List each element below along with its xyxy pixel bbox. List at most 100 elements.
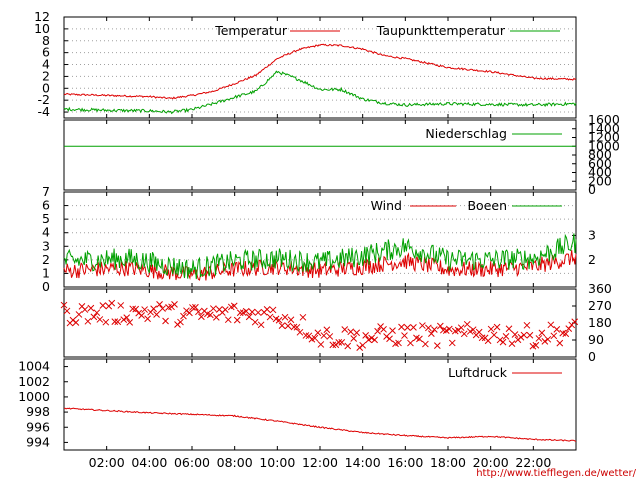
- wind-direction-marker: [195, 308, 202, 316]
- wind-direction-marker: [156, 301, 163, 308]
- wind-direction-marker: [254, 309, 262, 316]
- wind-direction-marker: [236, 309, 244, 317]
- wind-direction-marker: [245, 313, 253, 321]
- wind-direction-marker: [299, 313, 307, 321]
- x-tick-label: 16:00: [387, 455, 423, 470]
- series-line-taupunkttemperatur: [63, 70, 577, 115]
- y-tick-label: 6: [42, 45, 50, 60]
- wind-direction-marker: [422, 340, 429, 348]
- series-line-boeen: [63, 233, 577, 280]
- y-tick-label-right: 600: [588, 156, 612, 171]
- wind-direction-marker: [284, 322, 292, 330]
- y-tick-label-right: 0: [588, 349, 596, 364]
- wind-direction-marker: [189, 304, 196, 311]
- wind-direction-marker: [550, 332, 558, 340]
- wind-direction-marker: [323, 326, 331, 334]
- wind-direction-marker: [499, 338, 507, 346]
- wind-direction-marker: [192, 303, 199, 311]
- wind-direction-marker: [362, 332, 370, 339]
- y-tick-label: 1000: [18, 389, 50, 404]
- wind-direction-marker: [493, 323, 501, 331]
- y-tick-label: 1: [42, 265, 50, 280]
- legend-label: Temperatur: [214, 23, 288, 38]
- wind-direction-marker: [508, 340, 516, 347]
- y-tick-label: 1002: [18, 374, 50, 389]
- series-line-temperatur: [63, 43, 577, 100]
- wind-direction-marker: [428, 330, 435, 337]
- wind-direction-marker: [532, 341, 540, 349]
- wind-direction-marker: [81, 306, 89, 313]
- wind-direction-marker: [132, 305, 140, 313]
- wind-direction-marker: [242, 307, 250, 315]
- wind-direction-marker: [120, 316, 128, 324]
- y-tick-label-right: 0: [588, 182, 596, 197]
- y-tick-label-right: 90: [588, 332, 604, 347]
- wind-direction-marker: [419, 322, 426, 329]
- wind-direction-marker: [290, 323, 298, 331]
- y-tick-label-right: 1000: [588, 138, 620, 153]
- wind-direction-marker: [171, 300, 178, 308]
- y-tick-label-right: 1400: [588, 121, 620, 136]
- y-tick-label-right: 270: [588, 298, 612, 313]
- wind-direction-marker: [436, 322, 444, 330]
- wind-direction-marker: [281, 313, 289, 321]
- panel-winddir: 0 90 180 270 360: [60, 281, 612, 364]
- wind-direction-marker: [248, 308, 256, 316]
- wind-direction-marker: [475, 328, 483, 336]
- wind-direction-marker: [123, 314, 131, 321]
- wind-direction-marker: [63, 307, 71, 315]
- wind-direction-marker: [553, 325, 561, 333]
- wind-direction-marker: [344, 342, 352, 350]
- wind-direction-marker: [466, 328, 474, 335]
- wind-direction-marker: [278, 322, 286, 329]
- wind-direction-marker: [206, 311, 214, 319]
- wind-direction-marker: [75, 311, 83, 318]
- wind-direction-marker: [141, 306, 148, 313]
- wind-direction-marker: [335, 339, 343, 346]
- wind-direction-marker: [183, 307, 190, 315]
- wind-direction-marker: [404, 324, 411, 332]
- wind-direction-marker: [90, 313, 98, 321]
- y-tick-label: 8: [42, 33, 50, 48]
- wind-direction-marker: [111, 318, 119, 326]
- wind-direction-marker: [153, 311, 160, 318]
- wind-direction-marker: [433, 342, 441, 349]
- wind-direction-marker: [541, 337, 549, 345]
- wind-direction-marker: [478, 334, 486, 342]
- wind-direction-marker: [463, 320, 471, 328]
- wind-direction-marker: [296, 328, 304, 336]
- wind-direction-marker: [380, 325, 387, 333]
- wind-direction-marker: [484, 337, 492, 345]
- wind-direction-marker: [251, 318, 259, 326]
- wind-direction-marker: [347, 328, 355, 336]
- y-tick-label: 6: [42, 198, 50, 213]
- y-tick-label: 5: [42, 211, 50, 226]
- wind-direction-marker: [159, 305, 166, 312]
- x-tick-label: 06:00: [174, 455, 210, 470]
- panel-frame: [63, 288, 577, 358]
- x-tick-label: 14:00: [345, 455, 381, 470]
- wind-direction-marker: [401, 332, 408, 339]
- wind-direction-marker: [269, 306, 277, 314]
- wind-direction-marker: [275, 316, 283, 324]
- wind-direction-marker: [398, 323, 405, 331]
- wind-direction-marker: [448, 339, 456, 347]
- wind-direction-marker: [266, 313, 274, 321]
- wind-direction-marker: [180, 312, 187, 320]
- y-tick-label: 7: [42, 184, 50, 199]
- wind-direction-marker: [523, 321, 531, 329]
- y-tick-label-right: 200: [588, 173, 612, 188]
- wind-direction-marker: [520, 331, 528, 339]
- wind-direction-marker: [317, 341, 325, 348]
- y-tick-label: 4: [42, 57, 50, 72]
- wind-direction-marker: [517, 333, 525, 341]
- wind-direction-marker: [386, 335, 393, 343]
- y-tick-label: 996: [26, 419, 50, 434]
- wind-direction-marker: [502, 332, 510, 340]
- y-tick-label: 2: [42, 252, 50, 267]
- wind-direction-marker: [162, 317, 169, 325]
- wind-direction-marker: [416, 335, 423, 343]
- wind-direction-marker: [177, 318, 184, 326]
- legend-label: Niederschlag: [425, 126, 507, 141]
